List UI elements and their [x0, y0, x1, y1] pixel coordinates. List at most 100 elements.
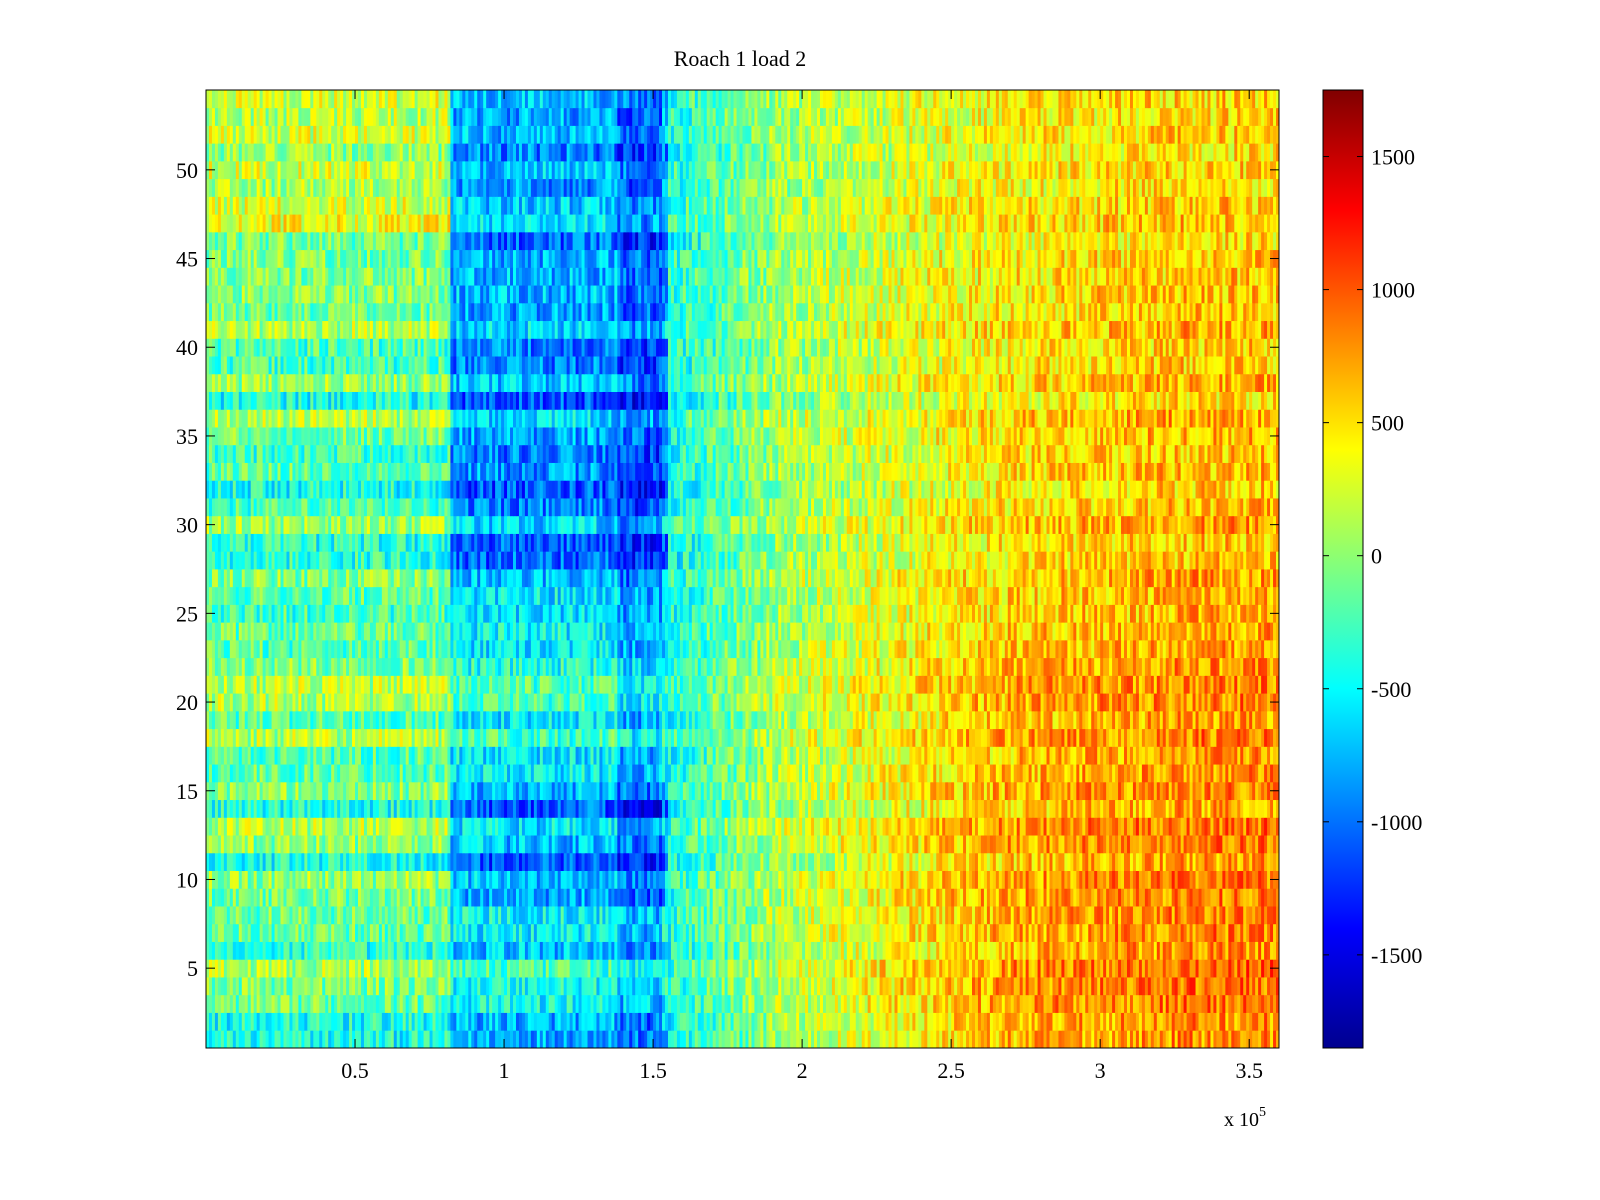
heatmap-cell: [542, 994, 547, 1013]
heatmap-cell: [822, 835, 827, 854]
heatmap-cell: [694, 923, 699, 942]
heatmap-cell: [1037, 888, 1041, 907]
heatmap-cell: [390, 817, 395, 836]
heatmap-cell: [304, 959, 308, 978]
heatmap-cell: [897, 977, 901, 996]
heatmap-cell: [211, 1030, 216, 1049]
heatmap-cell: [659, 906, 663, 925]
heatmap-cell: [575, 923, 579, 942]
heatmap-cell: [518, 959, 523, 978]
heatmap-cell: [268, 835, 272, 854]
heatmap-cell: [980, 852, 985, 871]
heatmap-cell: [858, 799, 863, 818]
heatmap-cell: [647, 923, 651, 942]
heatmap-cell: [474, 1030, 478, 1049]
heatmap-cell: [1237, 923, 1241, 942]
heatmap-cell: [1073, 1012, 1077, 1031]
heatmap-cell: [894, 977, 898, 996]
heatmap-cell: [1064, 888, 1068, 907]
heatmap-cell: [1156, 923, 1161, 942]
heatmap-cell: [1129, 977, 1134, 996]
heatmap-cell: [1046, 888, 1050, 907]
heatmap-cell: [995, 959, 1000, 978]
heatmap-cell: [903, 1030, 907, 1049]
heatmap-cell: [927, 799, 931, 818]
heatmap-cell: [557, 852, 562, 871]
heatmap-cell: [915, 906, 919, 925]
heatmap-cell: [1022, 817, 1027, 836]
heatmap-cell: [286, 888, 290, 907]
heatmap-cell: [1177, 941, 1182, 960]
heatmap-cell: [864, 870, 869, 889]
heatmap-cell: [465, 1012, 469, 1031]
heatmap-cell: [381, 888, 386, 907]
heatmap-cell: [599, 959, 603, 978]
heatmap-cell: [730, 1030, 734, 1049]
heatmap-cell: [226, 852, 231, 871]
heatmap-cell: [688, 977, 693, 996]
heatmap-cell: [566, 888, 571, 907]
heatmap-cell: [486, 817, 490, 836]
heatmap-cell: [1231, 959, 1235, 978]
heatmap-cell: [551, 959, 556, 978]
heatmap-cell: [295, 977, 299, 996]
heatmap-cell: [1138, 941, 1143, 960]
heatmap-cell: [855, 817, 860, 836]
heatmap-cell: [1058, 1030, 1062, 1049]
heatmap-cell: [778, 906, 782, 925]
heatmap-cell: [727, 959, 731, 978]
heatmap-cell: [703, 817, 708, 836]
heatmap-cell: [617, 817, 621, 836]
heatmap-cell: [653, 1030, 657, 1049]
heatmap-cell: [635, 1030, 639, 1049]
heatmap-cell: [304, 1012, 308, 1031]
heatmap-cell: [432, 817, 436, 836]
heatmap-cell: [989, 994, 994, 1013]
heatmap-cell: [900, 959, 904, 978]
heatmap-cell: [1010, 906, 1015, 925]
heatmap-cell: [739, 870, 743, 889]
heatmap-cell: [1028, 835, 1033, 854]
heatmap-cell: [316, 906, 320, 925]
heatmap-cell: [805, 941, 809, 960]
heatmap-cell: [861, 888, 866, 907]
heatmap-cell: [337, 799, 341, 818]
heatmap-cell: [1118, 906, 1122, 925]
heatmap-cell: [280, 906, 284, 925]
heatmap-cell: [1016, 1012, 1021, 1031]
heatmap-cell: [539, 852, 544, 871]
heatmap-cell: [566, 799, 571, 818]
heatmap-cell: [602, 1012, 606, 1031]
heatmap-cell: [307, 870, 311, 889]
heatmap-cell: [614, 941, 618, 960]
heatmap-cell: [766, 1030, 770, 1049]
heatmap-cell: [742, 799, 746, 818]
heatmap-cell: [325, 994, 329, 1013]
heatmap-cell: [992, 817, 997, 836]
heatmap-cell: [396, 870, 401, 889]
heatmap-cell: [760, 923, 764, 942]
heatmap-cell: [748, 888, 752, 907]
heatmap-cell: [247, 1012, 252, 1031]
heatmap-cell: [533, 1012, 538, 1031]
heatmap-cell: [1100, 852, 1104, 871]
heatmap-cell: [751, 870, 755, 889]
heatmap-cell: [355, 994, 359, 1013]
heatmap-cell: [879, 870, 883, 889]
heatmap-cell: [363, 959, 368, 978]
heatmap-cell: [375, 994, 380, 1013]
heatmap-cell: [220, 994, 225, 1013]
heatmap-cell: [882, 799, 886, 818]
heatmap-cell: [325, 1030, 329, 1049]
heatmap-cell: [1273, 1012, 1277, 1031]
heatmap-cell: [876, 977, 881, 996]
heatmap-cell: [527, 817, 532, 836]
heatmap-cell: [471, 799, 475, 818]
heatmap-cell: [837, 835, 842, 854]
heatmap-cell: [790, 994, 794, 1013]
heatmap-cell: [399, 977, 404, 996]
heatmap-cell: [477, 994, 481, 1013]
heatmap-cell: [676, 835, 681, 854]
heatmap-cell: [450, 994, 454, 1013]
heatmap-cell: [644, 959, 648, 978]
